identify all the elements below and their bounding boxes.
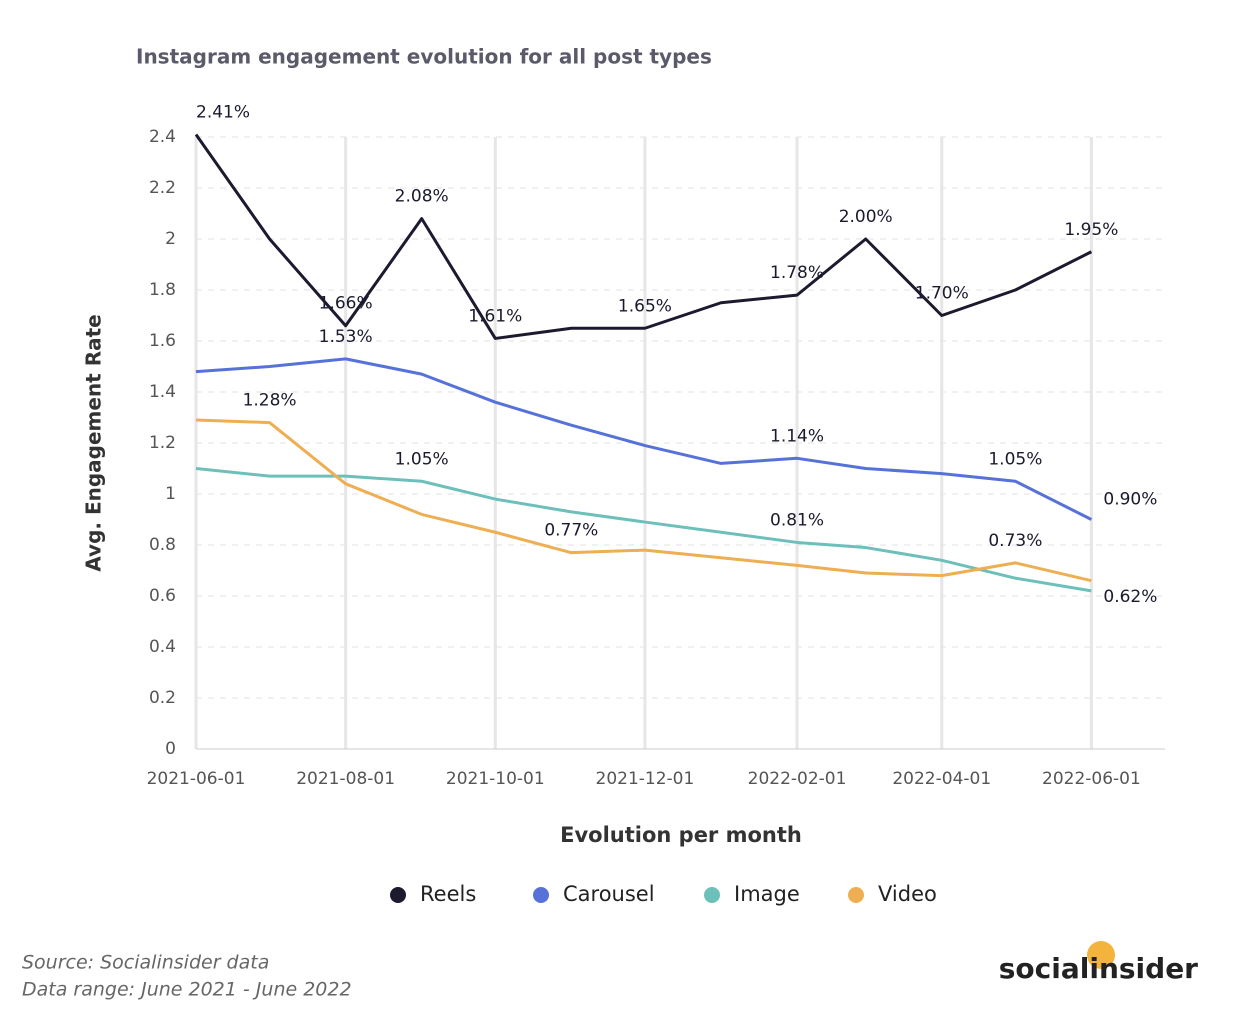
data-label: 1.28%: [243, 391, 297, 411]
data-label: 1.95%: [1064, 220, 1118, 240]
x-tick-label: 2022-04-01: [892, 769, 991, 789]
date-range: Data range: June 2021 - June 2022: [22, 979, 352, 1001]
y-tick-label: 0.6: [149, 586, 176, 606]
logo-dot: [1087, 941, 1115, 969]
data-label: 1.78%: [770, 263, 824, 283]
data-label: 1.53%: [319, 327, 373, 347]
y-tick-label: 1: [165, 484, 176, 504]
y-tick-label: 0.8: [149, 535, 176, 555]
legend-marker: [533, 887, 549, 903]
y-tick-label: 0: [165, 739, 176, 759]
y-tick-label: 0.2: [149, 688, 176, 708]
legend-label: Reels: [420, 882, 476, 906]
legend-label: Image: [734, 882, 800, 906]
data-label: 2.41%: [196, 102, 250, 122]
data-label: 1.70%: [915, 284, 969, 304]
data-label: 2.00%: [839, 207, 893, 227]
legend-label: Carousel: [563, 882, 655, 906]
data-label: 1.61%: [468, 306, 522, 326]
legend-marker: [848, 887, 864, 903]
y-tick-label: 2: [165, 229, 176, 249]
series-line: [195, 418, 1092, 583]
y-tick-label: 1.4: [149, 382, 176, 402]
data-label: 2.08%: [395, 187, 449, 207]
x-axis-label: Evolution per month: [560, 823, 802, 847]
y-tick-label: 2.4: [149, 127, 176, 147]
data-label: 0.77%: [544, 521, 598, 541]
data-label: 0.62%: [1103, 587, 1157, 607]
data-label: 1.66%: [319, 294, 373, 314]
data-label: 1.14%: [770, 426, 824, 446]
series-line: [195, 467, 1092, 593]
series-line: [194, 133, 1093, 340]
legend-marker: [704, 887, 720, 903]
data-label: 1.65%: [618, 296, 672, 316]
x-tick-label: 2021-10-01: [446, 769, 545, 789]
data-label: 0.73%: [988, 531, 1042, 551]
x-tick-label: 2021-06-01: [147, 769, 246, 789]
data-label: 1.05%: [395, 449, 449, 469]
x-tick-label: 2022-06-01: [1042, 769, 1141, 789]
legend-marker: [390, 887, 406, 903]
x-tick-label: 2021-12-01: [596, 769, 695, 789]
logo: socialinsider: [999, 952, 1198, 985]
legend-label: Video: [878, 882, 937, 906]
series-line: [195, 357, 1093, 521]
source: Source: Socialinsider data: [22, 952, 269, 974]
y-tick-label: 1.2: [149, 433, 176, 453]
y-tick-label: 0.4: [149, 637, 176, 657]
data-label: 0.81%: [770, 510, 824, 530]
y-tick-label: 1.8: [149, 280, 176, 300]
data-label: 0.90%: [1103, 490, 1157, 510]
data-label: 1.05%: [988, 449, 1042, 469]
x-tick-label: 2022-02-01: [748, 769, 847, 789]
chart-title: Instagram engagement evolution for all p…: [136, 45, 712, 69]
y-tick-label: 1.6: [149, 331, 176, 351]
x-tick-label: 2021-08-01: [296, 769, 395, 789]
y-axis-label: Avg. Engagement Rate: [82, 314, 106, 571]
y-tick-label: 2.2: [149, 178, 176, 198]
